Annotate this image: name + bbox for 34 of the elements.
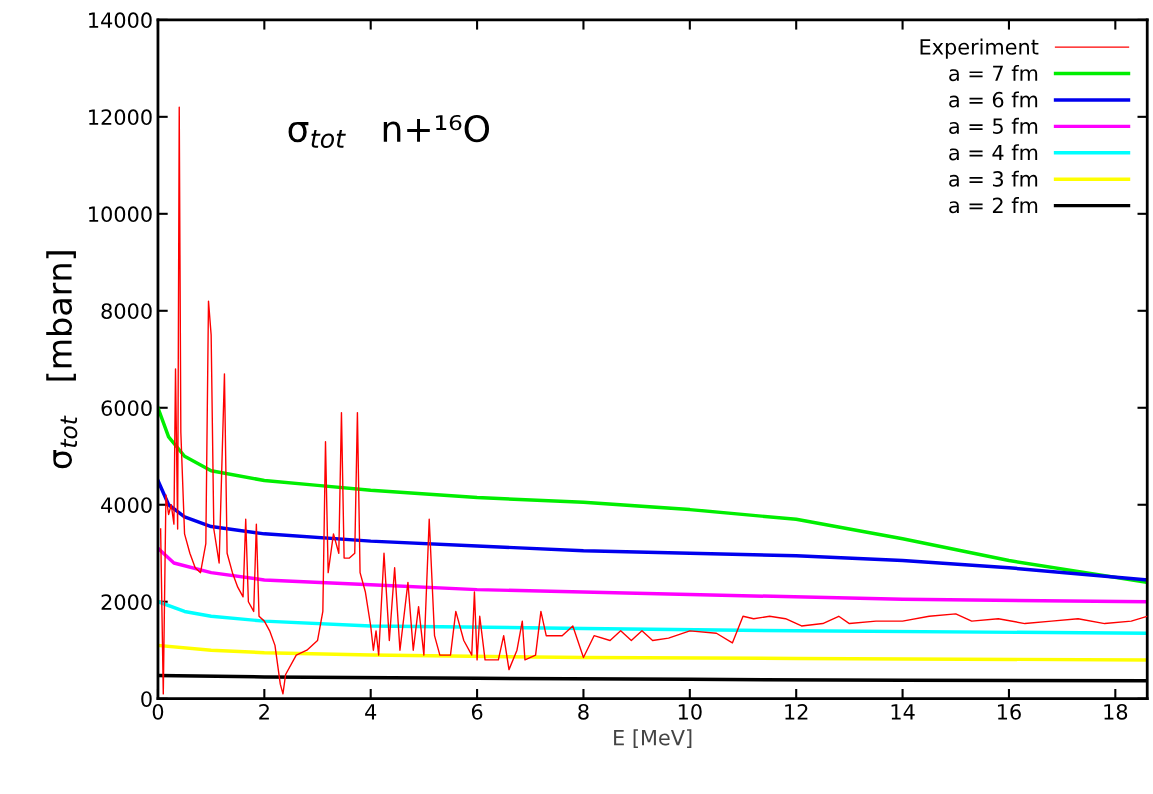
line-series [157,600,1148,635]
y-tick-label: 14000 [89,12,152,29]
legend-label: Experiment [920,38,1039,59]
x-tick-label: 18 [1104,703,1128,720]
y-tick-label: 8000 [101,303,152,320]
line-series [157,478,1148,582]
line-series [159,106,1148,695]
x-tick-label: 10 [678,703,702,720]
line-series [157,546,1148,604]
x-tick-label: 2 [259,703,269,720]
legend-label: a = 4 fm [949,144,1038,161]
x-axis-title: E [MeV] [614,729,692,748]
x-tick-label: 0 [152,703,164,720]
y-tick-label: 0 [141,691,152,707]
x-tick-label: 4 [365,704,377,720]
line-series [157,406,1148,585]
x-tick-label: 16 [997,703,1021,720]
legend-label: a = 5 fm [949,117,1038,134]
legend-label: a = 2 fm [949,197,1038,214]
y-tick-label: 2000 [101,594,152,610]
y-tick-label: 12000 [89,109,152,126]
legend-label: a = 3 fm [949,170,1038,187]
y-tick-label: 4000 [101,497,152,513]
y-tick-label: 6000 [101,400,152,416]
y-tick-label: 10000 [89,206,152,223]
x-tick-label: 6 [471,703,483,720]
x-tick-label: 8 [578,703,589,720]
x-tick-label: 12 [785,703,808,720]
legend-label: a = 7 fm [949,65,1038,82]
text: σ$_{tot}$ [mbarn] [46,251,78,469]
line-series [157,643,1148,662]
x-tick-label: 14 [891,704,915,720]
text: σ$_{tot}$ n+¹⁶O [288,114,489,149]
legend-label: a = 6 fm [949,91,1038,108]
